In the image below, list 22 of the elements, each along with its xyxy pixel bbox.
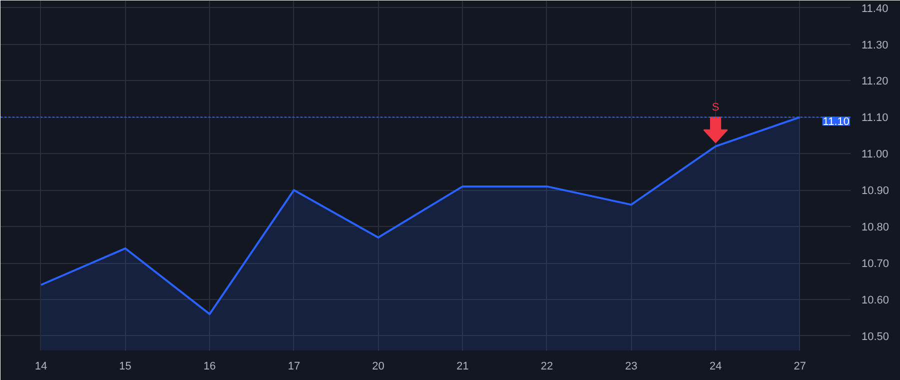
x-tick-label: 27 [794,360,806,372]
y-tick-label: 11.10 [862,112,888,124]
x-tick-label: 21 [456,360,469,372]
y-tick-label: 10.50 [862,330,890,343]
x-tick-label: 15 [119,360,132,372]
y-tick-label: 11.00 [862,148,888,161]
y-tick-label: 10.90 [862,185,890,198]
x-tick-label: 16 [204,360,216,372]
x-tick-label: 24 [709,360,722,372]
x-tick-label: 20 [372,360,384,372]
ref-line-label: 11.10 [822,116,850,128]
annotation: S [712,102,720,114]
y-tick-label: 10.70 [862,258,890,270]
x-tick-label: 22 [540,360,554,372]
x-tick-label: 23 [625,360,638,372]
x-tick-label: 17 [288,360,300,372]
y-tick-label: 11.30 [862,39,888,52]
y-tick-label: 11.40 [862,2,888,15]
x-tick-label: 14 [34,360,48,372]
y-tick-label: 10.60 [862,294,890,306]
y-tick-label: 11.20 [862,76,888,88]
y-tick-label: 10.80 [862,222,890,234]
